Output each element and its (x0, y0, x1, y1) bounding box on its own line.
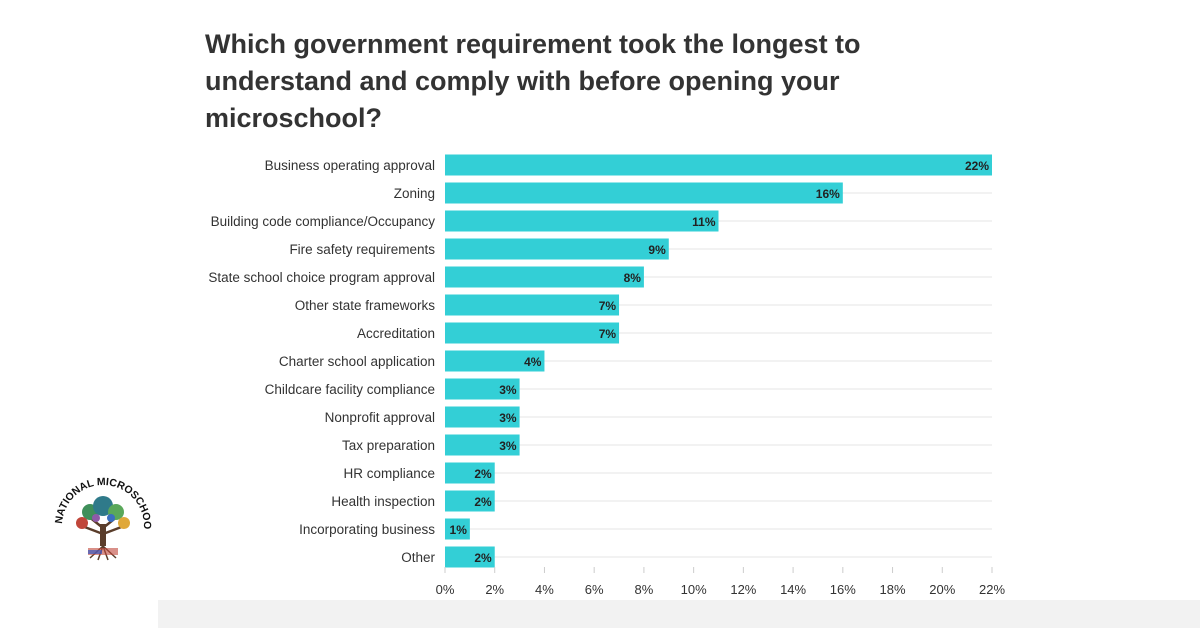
bar (445, 490, 495, 512)
chart-title: Which government requirement took the lo… (205, 29, 861, 133)
data-label: 2% (474, 551, 492, 565)
bar (445, 406, 520, 428)
bars (445, 154, 992, 568)
data-label: 8% (624, 271, 642, 285)
category-label: Nonprofit approval (325, 410, 435, 425)
data-label: 11% (692, 215, 716, 229)
category-label: Business operating approval (265, 158, 435, 173)
data-label: 3% (499, 411, 517, 425)
data-label: 2% (474, 467, 492, 481)
data-label: 4% (524, 355, 542, 369)
bar (445, 154, 992, 176)
category-label: Tax preparation (342, 438, 435, 453)
bar (445, 350, 545, 372)
bar (445, 266, 644, 288)
tick-label: 4% (535, 582, 554, 597)
data-label: 7% (599, 299, 617, 313)
bar (445, 518, 470, 540)
tick-label: 10% (681, 582, 707, 597)
category-label: Charter school application (279, 354, 435, 369)
category-label: State school choice program approval (208, 270, 435, 285)
data-label: 2% (474, 495, 492, 509)
category-label: Fire safety requirements (289, 242, 435, 257)
x-axis-ticks: 0% 2% 4% 6% 8% 10% 12% 14% 16% 18% 20% 22% (436, 567, 1005, 597)
category-labels: Business operating approval Zoning Buildin… (208, 158, 435, 565)
category-label: HR compliance (343, 466, 435, 481)
category-label: Zoning (394, 186, 435, 201)
category-label: Accreditation (357, 326, 435, 341)
tick-label: 6% (585, 582, 604, 597)
tick-label: 2% (485, 582, 504, 597)
tick-label: 18% (880, 582, 906, 597)
tick-label: 12% (730, 582, 756, 597)
tick-label: 20% (929, 582, 955, 597)
footer-strip (158, 600, 1200, 628)
bar (445, 182, 843, 204)
bar (445, 546, 495, 568)
tick-label: 22% (979, 582, 1005, 597)
category-label: Other state frameworks (295, 298, 436, 313)
bar (445, 210, 719, 232)
bar-chart: Business operating approval Zoning Buildin… (208, 154, 1005, 597)
bar (445, 434, 520, 456)
data-label: 9% (648, 243, 666, 257)
tick-label: 14% (780, 582, 806, 597)
data-label: 3% (499, 383, 517, 397)
national-microschooling-center-logo: NATIONAL MICROSCHOOLING CENTER (48, 468, 153, 561)
tree-icon (76, 496, 130, 561)
data-label: 22% (965, 159, 989, 173)
bar (445, 238, 669, 260)
category-label: Health inspection (331, 494, 435, 509)
data-label: 16% (816, 187, 840, 201)
data-label: 7% (599, 327, 617, 341)
bar (445, 462, 495, 484)
data-label: 3% (499, 439, 517, 453)
bar (445, 294, 620, 316)
tick-label: 16% (830, 582, 856, 597)
bar (445, 322, 620, 344)
category-label: Building code compliance/Occupancy (211, 214, 436, 229)
tick-label: 8% (635, 582, 654, 597)
category-label: Childcare facility compliance (265, 382, 435, 397)
category-label: Incorporating business (299, 522, 435, 537)
value-labels: 22% 16% 11% 9% 8% 7% 7% 4% 3% 3% 3% 2% 2% 1% 2% (450, 159, 990, 565)
category-label: Other (401, 550, 435, 565)
bar (445, 378, 520, 400)
tick-label: 0% (436, 582, 455, 597)
data-label: 1% (450, 523, 468, 537)
